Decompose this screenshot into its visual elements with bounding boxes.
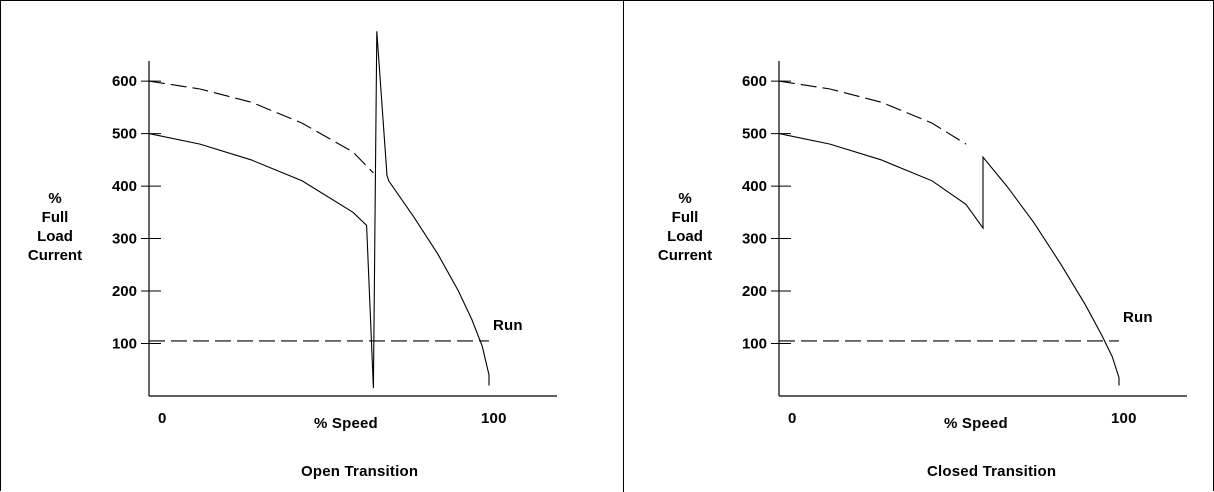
y-axis-label-line: Current [27, 247, 83, 264]
y-tick-label: 100 [112, 336, 137, 353]
x-tick-label: 0 [158, 410, 167, 427]
y-axis-label: % Full Load Current [23, 189, 87, 265]
y-axis-label-line: Full [41, 209, 69, 226]
y-axis-label: % Full Load Current [653, 189, 717, 265]
chart-title: Closed Transition [927, 463, 1057, 480]
chart-plot: 100 200 300 400 500 600 [112, 31, 557, 397]
y-axis-label-line: Full [671, 209, 699, 226]
x-axis-label: % Speed [314, 415, 378, 432]
chart-plot: 100 200 300 400 500 600 [742, 61, 1187, 397]
y-tick-label: 400 [742, 178, 767, 195]
x-tick-label: 100 [1111, 410, 1137, 427]
y-tick-label: 600 [112, 73, 137, 90]
closed-transition-panel: 100 200 300 400 500 600 % Full Load Current 0… [631, 1, 1214, 492]
x-tick-label: 100 [481, 410, 507, 427]
y-tick-label: 300 [112, 231, 137, 248]
dashed-series-line [148, 80, 374, 174]
y-tick-label: 400 [112, 178, 137, 195]
y-tick-label: 200 [112, 283, 137, 300]
panel-divider [623, 1, 624, 492]
x-axis-label: % Speed [944, 415, 1008, 432]
y-tick-label: 100 [742, 336, 767, 353]
current-series-line [148, 31, 490, 389]
y-axis-label-line: Current [657, 247, 713, 264]
y-axis-label-line: Load [37, 228, 73, 245]
y-axis-label-line: % [678, 190, 692, 207]
dashed-series-line [778, 80, 967, 145]
y-tick-label: 500 [112, 126, 137, 143]
y-tick-label: 300 [742, 231, 767, 248]
current-series-line [778, 133, 1120, 386]
y-tick-label: 500 [742, 126, 767, 143]
x-tick-label: 0 [788, 410, 797, 427]
open-transition-panel: 100 200 300 400 500 600 % Full Load Current 0… [1, 1, 613, 492]
run-annotation: Run [1123, 309, 1153, 326]
y-axis-label-line: Load [667, 228, 703, 245]
chart-title: Open Transition [301, 463, 419, 480]
y-tick-label: 600 [742, 73, 767, 90]
y-axis-label-line: % [48, 190, 62, 207]
run-annotation: Run [493, 317, 523, 334]
y-tick-label: 200 [742, 283, 767, 300]
